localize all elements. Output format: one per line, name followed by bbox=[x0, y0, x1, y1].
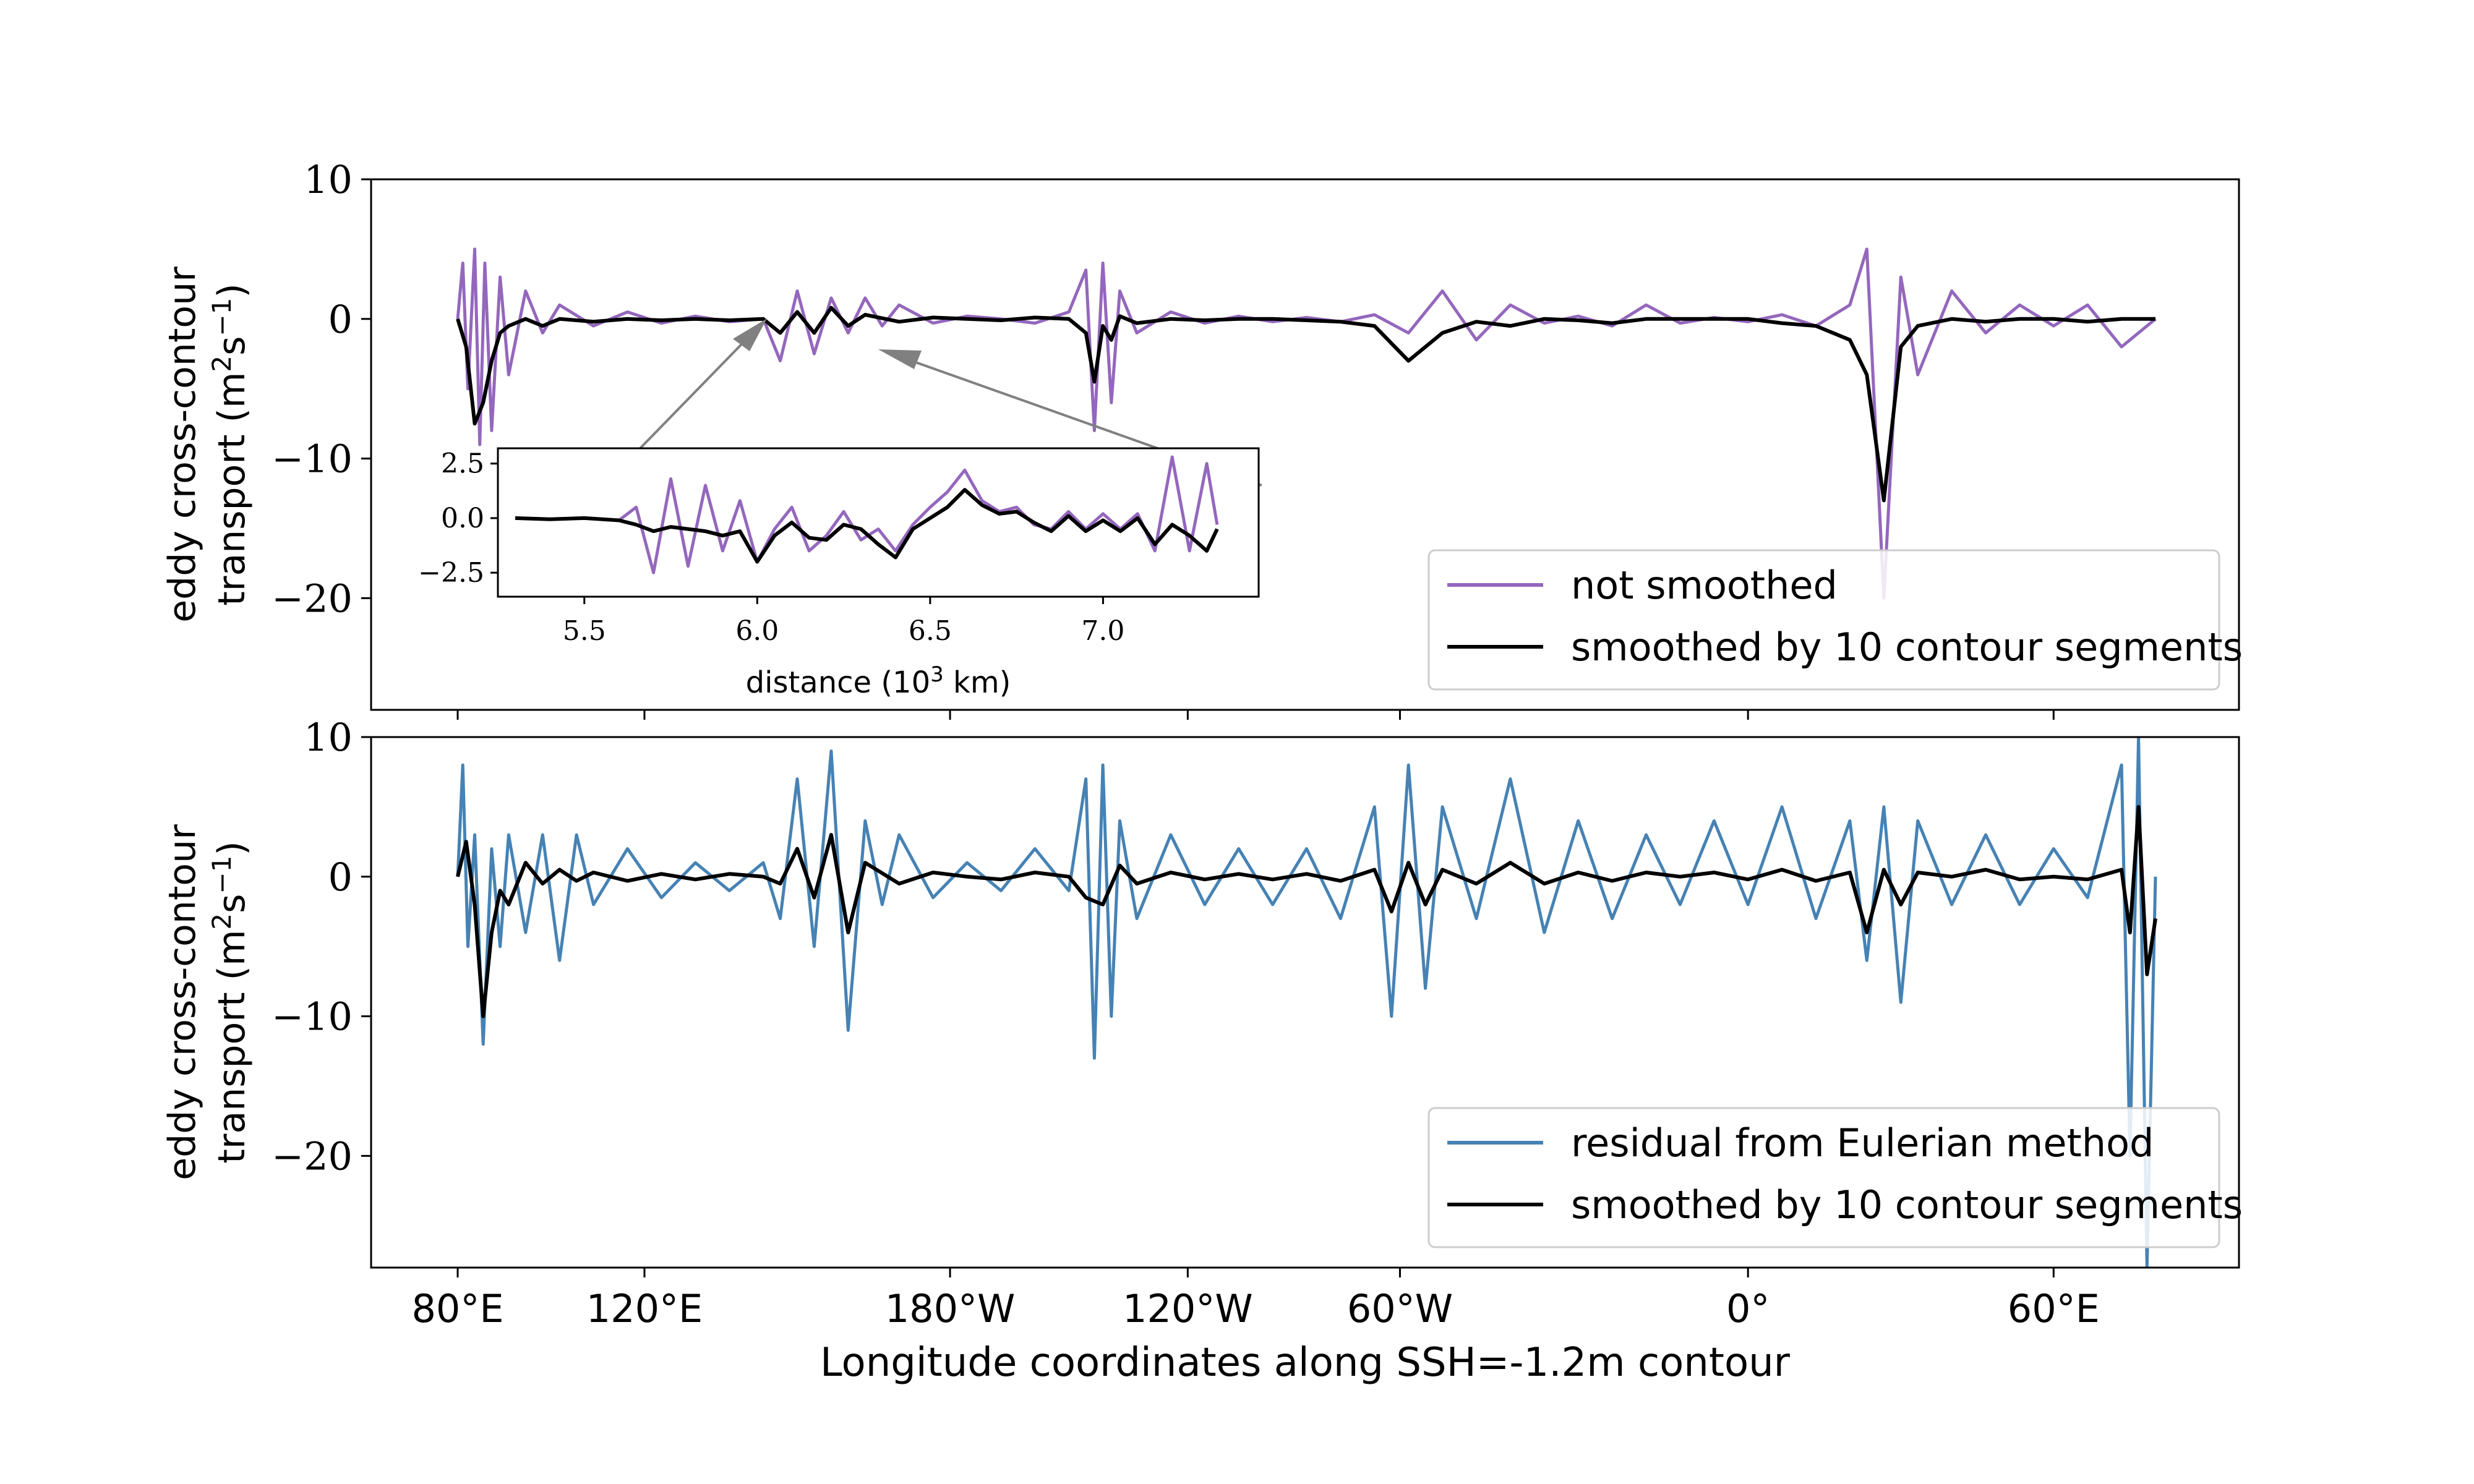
legend-label-not-smoothed: not smoothed bbox=[1571, 563, 1838, 608]
inset-y-ticks: 2.5 0.0 −2.5 bbox=[418, 448, 498, 589]
bottom-xtick-label-6: 60°E bbox=[2008, 1286, 2100, 1331]
inset-series-line-0 bbox=[515, 455, 1219, 574]
inset-xtick-label-2: 6.5 bbox=[909, 615, 952, 647]
bottom-ylabel-units: transport (m2s−1) bbox=[207, 841, 254, 1164]
bottom-xlabel: Longitude coordinates along SSH=-1.2m co… bbox=[820, 1340, 1791, 1386]
bottom-xtick-label-4: 60°W bbox=[1347, 1286, 1453, 1331]
top-series-smoothed bbox=[456, 305, 2155, 503]
top-ytick-label-1: 0 bbox=[328, 297, 353, 342]
series-line-1-1 bbox=[456, 804, 2157, 1018]
top-ytick-label-2: −10 bbox=[272, 437, 353, 482]
inset-plot-area bbox=[515, 455, 1219, 574]
top-plot-area bbox=[456, 247, 2157, 600]
top-series-not-smoothed bbox=[456, 247, 2157, 600]
bottom-series-smoothed bbox=[456, 804, 2157, 1018]
bottom-legend: residual from Eulerian method smoothed b… bbox=[1427, 1107, 2243, 1248]
bottom-xtick-label-0: 80°E bbox=[411, 1286, 503, 1331]
legend-label-smoothed-bottom: smoothed by 10 contour segments bbox=[1571, 1182, 2243, 1227]
inset-series-line-1 bbox=[515, 488, 1219, 564]
bottom-ytick-label-0: 10 bbox=[304, 715, 353, 760]
bottom-plot-area bbox=[456, 737, 2157, 1268]
bottom-y-ticks: 10 0 −10 −20 bbox=[272, 715, 371, 1179]
top-ytick-label-3: −20 bbox=[272, 576, 353, 621]
top-panel: 10 0 −10 −20 eddy cross-contour transport (… bbox=[161, 157, 2243, 720]
inset-xtick-label-1: 6.0 bbox=[735, 615, 779, 647]
legend-label-residual: residual from Eulerian method bbox=[1571, 1120, 2154, 1166]
top-axes-frame bbox=[370, 178, 2240, 711]
top-ytick-label-0: 10 bbox=[304, 157, 353, 202]
bottom-xtick-label-1: 120°E bbox=[586, 1286, 703, 1331]
bottom-panel: 100−10−20 80°E 120°E 180°W 120°W 60°W 0° 60°E … bbox=[161, 715, 2243, 1386]
bottom-xtick-label-3: 120°W bbox=[1123, 1286, 1253, 1331]
inset-xlabel: distance (103 km) bbox=[746, 662, 1011, 700]
bottom-ytick-label-1: 0 bbox=[328, 855, 353, 900]
inset-ytick-label-1: 0.0 bbox=[441, 503, 484, 534]
inset-series-smoothed bbox=[515, 488, 1219, 564]
arrow-head-right bbox=[878, 349, 922, 369]
top-ylabel: eddy cross-contour bbox=[161, 267, 204, 623]
bottom-axes-frame bbox=[370, 736, 2240, 1269]
series-line-0-1 bbox=[456, 305, 2155, 503]
inset-frame bbox=[497, 447, 1260, 598]
legend-label-smoothed-top: smoothed by 10 contour segments bbox=[1571, 625, 2243, 670]
inset: 2.5 0.0 −2.5 5.5 6.0 6.5 7.0 distance (103 km… bbox=[418, 447, 1260, 700]
top-y-ticks: 10 0 −10 −20 bbox=[272, 157, 371, 621]
top-x-ticks bbox=[456, 710, 2055, 720]
bottom-xtick-label-5: 0° bbox=[1726, 1286, 1770, 1331]
inset-xtick-label-3: 7.0 bbox=[1081, 615, 1124, 647]
bottom-ytick-label-2: −10 bbox=[272, 994, 353, 1039]
inset-xtick-label-0: 5.5 bbox=[563, 615, 606, 647]
bottom-ytick-label-3: −20 bbox=[272, 1133, 353, 1179]
series-line-0-0 bbox=[456, 247, 2157, 600]
top-legend: not smoothed smoothed by 10 contour segm… bbox=[1427, 549, 2243, 691]
inset-series-not-smoothed bbox=[515, 455, 1219, 574]
inset-x-ticks: 5.5 6.0 6.5 7.0 bbox=[563, 597, 1124, 647]
top-ylabel-units: transport (m2s−1) bbox=[207, 283, 254, 606]
bottom-xtick-label-2: 180°W bbox=[885, 1286, 1016, 1331]
bottom-ylabel: eddy cross-contour bbox=[161, 824, 204, 1180]
inset-ytick-label-0: 2.5 bbox=[441, 448, 484, 480]
inset-ytick-label-2: −2.5 bbox=[418, 557, 484, 589]
arrow-head-left bbox=[733, 318, 767, 351]
bottom-x-ticks: 80°E 120°E 180°W 120°W 60°W 0° 60°E bbox=[411, 1268, 2100, 1331]
